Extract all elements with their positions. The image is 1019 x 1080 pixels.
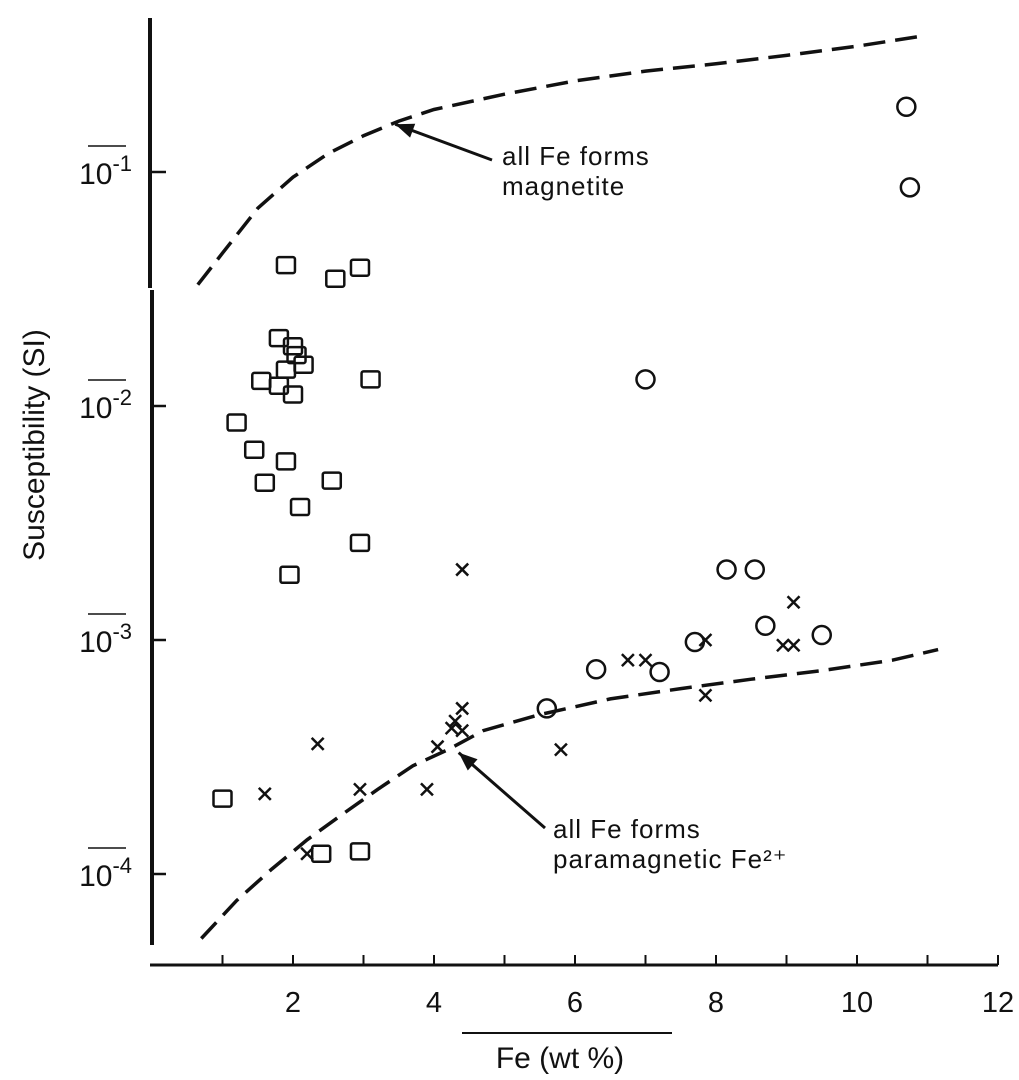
square-point [349, 258, 371, 277]
annotation-text: paramagnetic Fe²⁺ [553, 844, 787, 874]
annotation-arrowhead [458, 752, 478, 771]
x-point [455, 701, 470, 716]
annotation-text: magnetite [502, 171, 625, 201]
y-axis: 10-1 10-2 10-3 10-4 [79, 18, 166, 945]
circle-point [585, 658, 607, 680]
y-tick-label: 10-3 [79, 619, 132, 659]
square-point [226, 413, 247, 432]
square-point [349, 533, 371, 553]
circle-point [649, 661, 670, 683]
x-point [554, 742, 568, 757]
square-point [293, 355, 314, 375]
square-point [251, 371, 272, 391]
square-point [325, 269, 346, 288]
x-tick-label: 12 [982, 987, 1014, 1019]
x-point [455, 723, 470, 738]
x-point [638, 653, 653, 668]
square-point [321, 471, 343, 490]
square-point [286, 345, 307, 365]
annotation-arrow [457, 751, 546, 830]
x-tick-label: 10 [841, 987, 873, 1019]
y-tick-label: 10-1 [79, 151, 132, 191]
circle-point [899, 177, 921, 198]
circle-point [744, 559, 766, 580]
square-point [212, 789, 233, 808]
square-point [275, 452, 297, 471]
x-point [310, 736, 325, 751]
square-point [254, 473, 276, 492]
annotation-text: all Fe forms [502, 141, 650, 171]
x-axis: 2 4 6 8 10 12 [150, 955, 1014, 1019]
x-point [620, 653, 635, 668]
curve-paramagnetic [200, 647, 939, 940]
annotation-arrowhead [395, 123, 416, 138]
x-point [257, 786, 272, 801]
x-point [300, 846, 314, 861]
square-point [243, 440, 265, 460]
circle-point [755, 615, 776, 637]
x-point [455, 562, 470, 577]
x-point [448, 714, 463, 729]
x-point [353, 782, 367, 797]
x-point [420, 782, 434, 797]
circle-point [536, 698, 558, 719]
y-axis-title: Susceptibility (SI) [18, 329, 51, 561]
annotation-text: all Fe forms [553, 814, 701, 844]
square-point [310, 844, 332, 864]
circle-point [811, 624, 832, 646]
circle-point [896, 96, 917, 118]
square-point [360, 370, 381, 389]
x-tick-label: 6 [567, 987, 583, 1019]
square-point [349, 842, 371, 861]
x-tick-label: 4 [426, 987, 442, 1019]
x-point [444, 721, 459, 736]
x-point [430, 739, 445, 754]
x-point [786, 595, 801, 610]
square-point [289, 497, 311, 517]
x-axis-title: Fe (wt %) [496, 1042, 624, 1075]
circle-point [635, 369, 656, 390]
y-tick-label: 10-4 [79, 853, 132, 893]
x-point [698, 688, 713, 703]
square-point [282, 385, 304, 404]
x-point [776, 638, 790, 653]
x-point [698, 633, 713, 647]
curve-magnetite [196, 34, 921, 286]
y-tick-label: 10-2 [79, 385, 132, 425]
x-point [786, 638, 801, 653]
x-tick-label: 2 [285, 987, 301, 1019]
reference-curves [196, 34, 939, 940]
data-points [212, 96, 921, 864]
circle-point [716, 559, 737, 580]
square-point [275, 255, 297, 275]
square-point [279, 565, 300, 585]
x-tick-label: 8 [708, 987, 724, 1019]
